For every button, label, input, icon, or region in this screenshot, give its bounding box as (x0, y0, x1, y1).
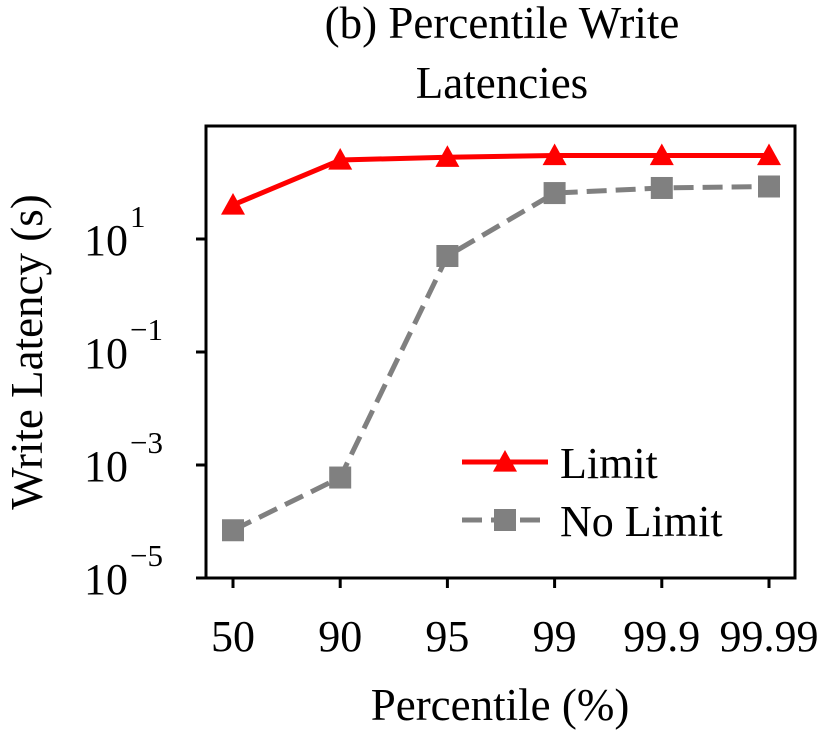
x-tick-label: 99 (533, 612, 577, 661)
x-axis-label: Percentile (%) (371, 680, 630, 730)
chart-title-line-1: (b) Percentile Write (325, 0, 680, 48)
chart-title-line-2: Latencies (416, 58, 588, 108)
data-point (542, 143, 567, 166)
series-limit (221, 143, 781, 215)
legend-label: Limit (560, 439, 658, 488)
legend-marker (493, 450, 517, 472)
data-point (329, 466, 352, 489)
y-tick-label-exponent: −1 (130, 312, 163, 347)
data-point (328, 148, 353, 170)
series-line-no-limit (231, 183, 770, 533)
x-tick-label: 99.9 (623, 612, 700, 661)
legend-marker (494, 509, 516, 531)
legend-item-no-limit: No Limit (462, 497, 723, 546)
x-tick-label: 99.99 (720, 612, 819, 661)
series-layer (221, 143, 781, 542)
x-tick-label: 90 (318, 612, 362, 661)
y-tick-label-base: 10 (84, 555, 128, 604)
y-tick-label-exponent: −3 (130, 425, 163, 460)
data-point (435, 145, 460, 167)
x-tick-label: 50 (211, 612, 255, 661)
series-line-limit (232, 153, 769, 208)
data-point (222, 519, 244, 542)
y-axis-label: Write Latency (s) (2, 194, 52, 510)
series-no-limit (222, 175, 780, 542)
x-tick-label: 95 (425, 612, 469, 661)
y-tick-label-exponent: −5 (130, 538, 163, 573)
x-axis-ticks: 50 90 95 99 99.9 99.99 (211, 578, 819, 661)
data-point (649, 143, 674, 166)
data-point (221, 192, 245, 215)
y-tick-label-base: 10 (84, 216, 128, 265)
legend-label: No Limit (560, 497, 723, 546)
data-point (436, 245, 459, 268)
data-point (757, 143, 781, 166)
legend: Limit No Limit (462, 439, 723, 546)
legend-item-limit: Limit (462, 439, 658, 488)
y-tick-label-base: 10 (84, 442, 128, 491)
data-point (758, 175, 780, 198)
y-tick-label-base: 10 (84, 329, 128, 378)
chart-title: (b) Percentile Write Latencies (325, 0, 680, 108)
data-point (650, 176, 673, 199)
data-point (543, 182, 566, 205)
y-tick-label-exponent: 1 (130, 199, 146, 234)
